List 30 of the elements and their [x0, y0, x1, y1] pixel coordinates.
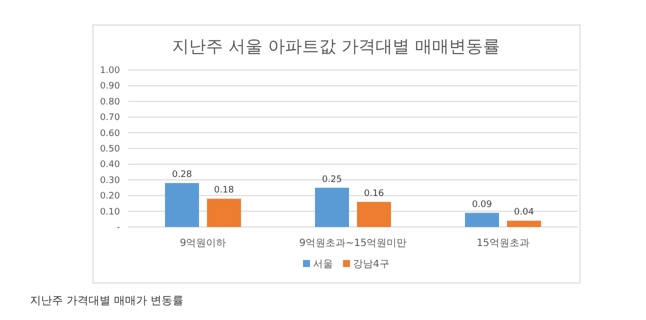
y-tick-label: 0.10 [100, 207, 120, 218]
data-label: 0.25 [322, 174, 342, 185]
bar [165, 183, 199, 227]
bar [465, 212, 499, 227]
data-label: 0.28 [172, 170, 192, 180]
y-tick-label: 0.90 [100, 82, 120, 92]
y-tick-label: 0.50 [100, 144, 120, 154]
bar [207, 198, 241, 227]
x-tick-label: 9억원초과~15억원미만 [299, 238, 407, 249]
y-tick-label: 0.60 [100, 128, 120, 139]
y-tick-label: 0.40 [100, 160, 120, 170]
legend-label: 강남4구 [353, 259, 390, 270]
legend-label: 서울 [313, 259, 333, 270]
data-label: 0.18 [214, 186, 234, 196]
y-tick-label: 1.00 [100, 66, 120, 76]
data-label: 0.09 [472, 200, 492, 210]
bar [315, 188, 349, 227]
bar [357, 202, 391, 227]
data-label: 0.16 [364, 188, 384, 199]
y-tick-label: 0.80 [100, 97, 120, 108]
y-tick-label: - [116, 223, 120, 233]
chart-title: 지난주 서울 아파트값 가격대별 매매변동률 [172, 37, 500, 57]
y-tick-label: 0.20 [100, 192, 120, 202]
x-tick-label: 9억원이하 [180, 238, 226, 249]
x-tick-label: 15억원초과 [476, 238, 530, 249]
bar [507, 220, 541, 227]
y-tick-label: 0.70 [100, 113, 120, 124]
data-label: 0.04 [514, 208, 534, 218]
y-tick-label: 0.30 [100, 176, 120, 186]
text: 지난주 가격대별 매매가 변동률 [30, 294, 184, 307]
